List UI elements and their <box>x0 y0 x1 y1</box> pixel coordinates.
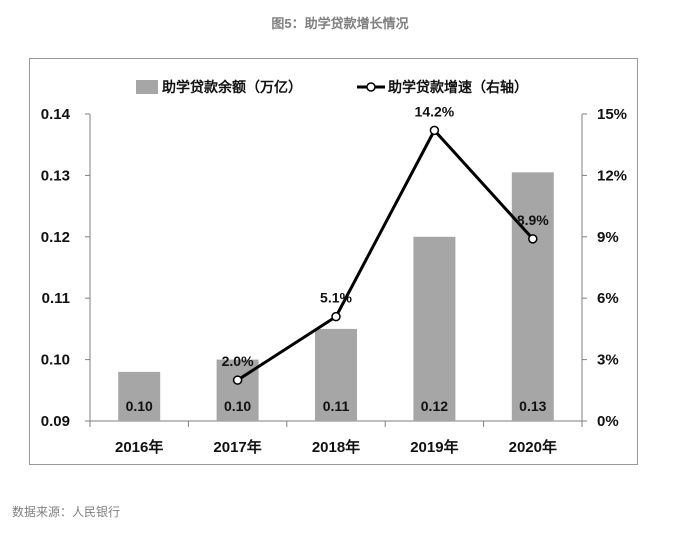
bar <box>118 371 161 421</box>
growth-data-label: 5.1% <box>320 290 352 306</box>
right-tick-label: 15% <box>597 106 627 123</box>
left-tick-label: 0.10 <box>41 352 70 369</box>
bar-data-label: 0.11 <box>323 398 350 414</box>
legend-line-label: 助学贷款增速（右轴） <box>388 79 528 95</box>
bar-data-label: 0.10 <box>126 398 153 414</box>
growth-line <box>236 128 534 382</box>
figure-title: 图5：助学贷款增长情况 <box>271 16 409 31</box>
x-tick-label: 2017年 <box>213 438 261 456</box>
right-tick-label: 6% <box>597 290 619 307</box>
bar <box>315 328 357 421</box>
right-tick-label: 0% <box>597 413 619 430</box>
right-tick-label: 12% <box>597 167 627 184</box>
x-tick-label: 2018年 <box>312 438 360 456</box>
left-tick-label: 0.14 <box>41 106 71 123</box>
growth-point <box>331 311 341 322</box>
x-tick-label: 2019年 <box>410 438 458 456</box>
bar-data-label: 0.10 <box>224 398 251 414</box>
growth-point <box>528 234 538 244</box>
x-tick-label: 2020年 <box>509 438 557 456</box>
chart-frame <box>29 58 638 465</box>
bar <box>511 172 554 421</box>
legend-bar-swatch <box>136 80 158 94</box>
source-note: 数据来源：人民银行 <box>12 505 121 519</box>
growth-data-label: 8.9% <box>517 212 549 228</box>
bar <box>413 236 456 421</box>
bar-data-label: 0.12 <box>421 398 448 414</box>
legend-bar-label: 助学贷款余额（万亿） <box>162 79 302 95</box>
x-tick-label: 2016年 <box>115 438 163 456</box>
left-tick-label: 0.11 <box>42 290 70 307</box>
growth-data-label: 14.2% <box>415 103 455 119</box>
left-tick-label: 0.09 <box>41 413 70 430</box>
left-tick-label: 0.13 <box>41 167 70 184</box>
growth-point <box>232 375 243 385</box>
bar-data-label: 0.13 <box>519 398 546 414</box>
growth-point <box>429 125 440 136</box>
growth-data-label: 2.0% <box>222 353 254 369</box>
legend-line-marker <box>366 82 376 92</box>
right-tick-label: 3% <box>597 352 619 369</box>
left-tick-label: 0.12 <box>41 229 70 246</box>
right-tick-label: 9% <box>597 229 619 246</box>
